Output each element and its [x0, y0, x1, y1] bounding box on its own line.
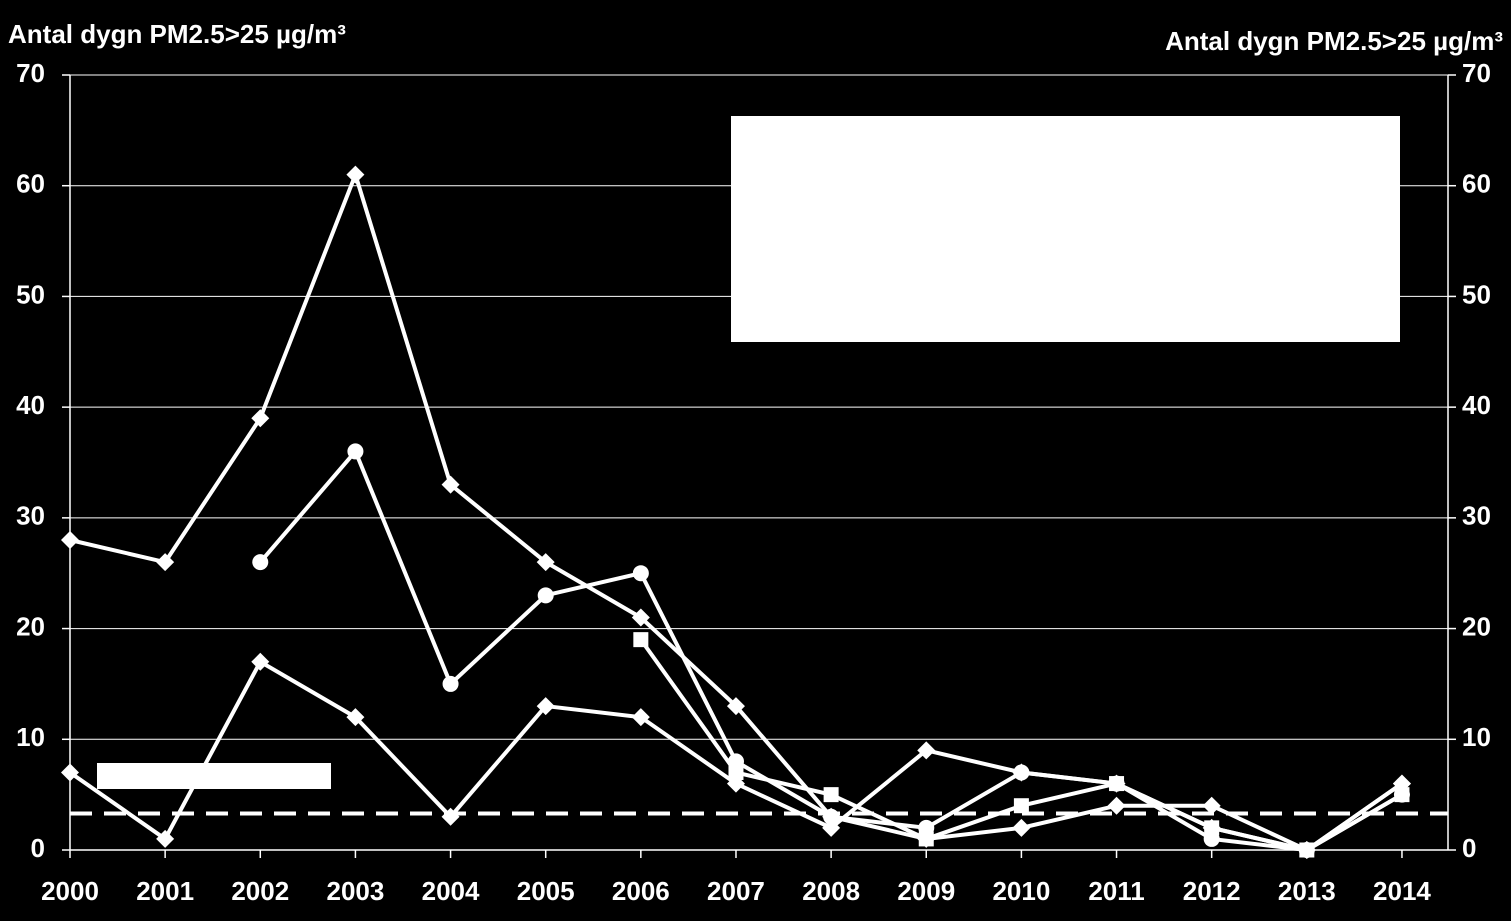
x-tick-label: 2005 — [517, 876, 575, 906]
y2-tick-label: 50 — [1462, 279, 1491, 309]
point — [537, 587, 554, 604]
point — [632, 565, 649, 582]
x-tick-label: 2008 — [802, 876, 860, 906]
x-tick-label: 2009 — [897, 876, 955, 906]
y2-tick-label: 20 — [1462, 611, 1491, 641]
point — [631, 708, 650, 727]
point — [251, 652, 270, 671]
point — [1109, 776, 1125, 792]
legend-box — [731, 116, 1400, 342]
point — [728, 765, 744, 780]
x-tick-label: 2002 — [231, 876, 289, 906]
y2-tick-label: 40 — [1462, 390, 1491, 420]
point — [536, 553, 555, 572]
y2-tick-label: 30 — [1462, 501, 1491, 531]
point — [61, 763, 79, 782]
point — [1012, 763, 1031, 782]
y-tick-label: 20 — [16, 611, 45, 641]
point — [252, 554, 269, 571]
point — [536, 697, 555, 716]
y-tick-label: 40 — [16, 390, 45, 420]
point — [156, 829, 175, 848]
y2-tick-label: 10 — [1462, 722, 1491, 752]
y2-tick-label: 60 — [1462, 169, 1491, 199]
point — [61, 531, 79, 549]
x-tick-label: 2011 — [1088, 876, 1144, 906]
y-tick-label: 50 — [16, 279, 45, 309]
x-tick-label: 2006 — [612, 876, 670, 906]
point — [1299, 842, 1315, 858]
point — [823, 808, 840, 825]
x-tick-label: 2001 — [136, 876, 194, 906]
point — [1202, 796, 1221, 815]
point — [156, 553, 175, 572]
point — [1012, 818, 1031, 837]
x-tick-label: 2000 — [41, 876, 99, 906]
y2-axis-title: Antal dygn PM2.5>25 µg/m³ — [1165, 26, 1503, 56]
point — [1107, 796, 1126, 815]
y2-tick-label: 70 — [1462, 58, 1491, 88]
point — [1394, 787, 1410, 803]
point — [631, 608, 650, 627]
point — [726, 697, 745, 716]
y2-tick-label: 0 — [1462, 833, 1476, 863]
x-tick-label: 2013 — [1278, 876, 1336, 906]
point — [442, 675, 459, 692]
point — [251, 409, 270, 428]
point — [633, 632, 649, 648]
point — [823, 787, 839, 803]
y-tick-label: 70 — [16, 58, 45, 88]
point — [1204, 820, 1220, 836]
point — [441, 807, 460, 826]
y-tick-label: 30 — [16, 501, 45, 531]
x-tick-label: 2003 — [326, 876, 384, 906]
point — [347, 443, 364, 460]
point — [918, 831, 934, 847]
point — [346, 708, 365, 727]
point — [822, 818, 841, 837]
point — [917, 741, 936, 760]
x-tick-label: 2010 — [992, 876, 1050, 906]
y-tick-label: 0 — [31, 833, 45, 863]
y-tick-label: 10 — [16, 722, 45, 752]
x-tick-label: 2004 — [422, 876, 480, 906]
point — [441, 475, 460, 494]
y-tick-label: 60 — [16, 169, 45, 199]
note-box — [97, 763, 331, 789]
x-tick-label: 2014 — [1373, 876, 1431, 906]
point — [1013, 798, 1029, 814]
y-axis-title: Antal dygn PM2.5>25 µg/m³ — [8, 19, 346, 49]
x-tick-label: 2007 — [707, 876, 765, 906]
x-tick-label: 2012 — [1183, 876, 1241, 906]
point — [346, 165, 365, 184]
